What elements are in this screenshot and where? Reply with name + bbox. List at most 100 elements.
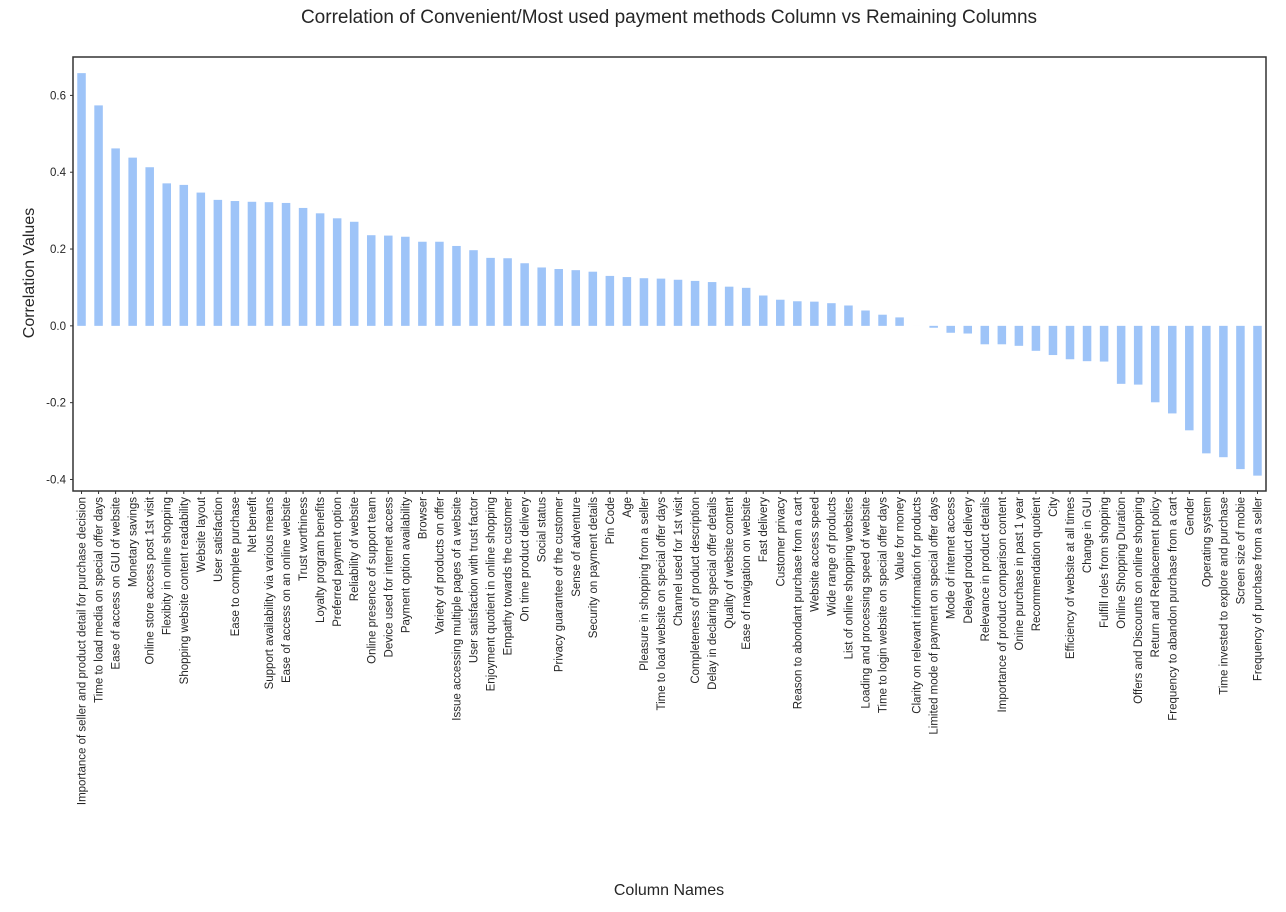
x-tick-label: Offers and Discounts on online shopping [1133, 497, 1145, 704]
bar [741, 287, 751, 326]
x-tick-label: Security on payment details [588, 497, 600, 639]
x-tick-label: Delayed product delivery [963, 497, 975, 624]
x-tick-label: User satisfaction with trust factor [469, 497, 481, 663]
bar [1116, 325, 1126, 384]
y-tick-label: 0.0 [50, 321, 66, 333]
bar [469, 250, 478, 326]
x-tick-label: Online presence of support team [366, 497, 378, 664]
x-tick-label: Online Shopping Duration [1116, 497, 1128, 629]
bar [997, 325, 1007, 345]
plot-frame [72, 56, 1267, 492]
x-tick-label: Ease of access on GUI of website [111, 497, 123, 670]
bar [264, 202, 274, 326]
x-tick-label: Enjoyment quotient in online shopping [486, 497, 498, 691]
x-tick-label: Fast delivery [758, 497, 770, 562]
x-tick-label: User satisfaction [213, 497, 225, 582]
bar [1065, 325, 1075, 360]
bar [878, 314, 887, 326]
bar [230, 201, 240, 326]
x-tick-label: Value for money [895, 497, 907, 580]
bar [162, 183, 171, 326]
x-tick-label: Ease of access on an online website [281, 497, 293, 683]
bar [827, 303, 836, 326]
bar [1236, 325, 1245, 470]
x-tick-label: Loading and processing speed of website [860, 497, 872, 709]
bar [895, 317, 904, 326]
x-tick-label: Monetary savings [128, 497, 140, 587]
bar [1082, 325, 1092, 362]
x-tick-label: Privacy guarantee of the customer [554, 497, 566, 672]
bar [1202, 325, 1211, 454]
x-tick-label: Payment option availability [400, 497, 412, 633]
bar [503, 258, 512, 326]
x-tick-label: Gender [1184, 497, 1196, 536]
bar [1014, 325, 1024, 346]
x-tick-label: Support availability via various means [264, 497, 276, 690]
bar [366, 235, 376, 326]
bar [418, 241, 427, 326]
bar [1253, 325, 1262, 476]
x-tick-label: Onine purchase in past 1 year [1014, 497, 1026, 651]
x-tick-label: Fulfill roles from shopping [1099, 497, 1111, 628]
x-tick-label: Online store access post 1st visit [145, 496, 157, 664]
bar [452, 245, 461, 326]
bar [94, 105, 103, 326]
x-tick-label: List of online shopping websites [843, 497, 855, 660]
bars-group [77, 73, 1262, 476]
bar [605, 275, 615, 326]
bar [332, 218, 342, 326]
x-tick-label: Delay in declaring special offer details [707, 497, 719, 690]
x-tick-label: On time product delivery [520, 497, 532, 622]
bar [1048, 325, 1058, 356]
x-axis-label: Column Names [614, 882, 724, 899]
bar [861, 310, 870, 326]
x-tick-label: Operating system [1201, 497, 1213, 587]
x-tick-label: Ease to complete purchase [230, 497, 242, 636]
x-tick-label: Recommendation quotient [1031, 496, 1043, 631]
bar [690, 280, 700, 326]
x-tick-label: Frequency of purchase from a seller [1252, 497, 1264, 681]
x-tick-label: Website layout [196, 496, 208, 572]
y-axis-label: Correlation Values [21, 208, 38, 338]
bar [656, 278, 666, 326]
x-tick-label: Variety of products on offer [434, 497, 446, 634]
bar [571, 270, 581, 326]
x-tick-label: Device used for internet access [383, 497, 395, 658]
bar [384, 235, 393, 326]
bar [946, 325, 955, 333]
bar [1133, 325, 1143, 385]
x-tick-label: Relevance in product details [980, 497, 992, 642]
x-tick-label: Customer privacy [775, 497, 787, 587]
bar [435, 241, 444, 326]
x-tick-label: Efficiency of website at all times [1065, 497, 1077, 659]
y-tick-labels: -0.4 -0.2 0.0 0.2 0.4 0.6 [46, 90, 73, 486]
x-tick-label: Sense of adventure [571, 497, 583, 597]
bar [111, 148, 120, 326]
bar [1168, 325, 1177, 414]
bar [349, 221, 359, 326]
x-tick-label: Preferred payment option [332, 497, 344, 627]
bar [77, 73, 86, 326]
bar [639, 278, 649, 326]
bar [145, 167, 154, 326]
bar [179, 184, 189, 326]
x-tick-label: Importance of product comparison content [997, 496, 1009, 712]
x-tick-label: Net benefit [247, 496, 259, 552]
bar [793, 301, 802, 326]
x-tick-label: Issue accessing multiple pages of a webs… [451, 497, 463, 721]
x-tick-label: Time to load website on special offer da… [656, 497, 668, 711]
x-tick-label: Wide range of products [826, 497, 838, 616]
bar [1150, 325, 1160, 403]
x-tick-labels: Importance of seller and product detail … [77, 491, 1264, 805]
bar [281, 202, 291, 326]
chart-title: Correlation of Convenient/Most used paym… [301, 7, 1037, 28]
x-tick-label: Time to load media on special offer days [94, 497, 106, 703]
x-tick-label: Age [622, 497, 634, 517]
bar [486, 257, 495, 326]
bar [520, 263, 529, 326]
x-tick-label: Completeness of product description [690, 497, 702, 684]
bar [298, 207, 308, 326]
bar [929, 325, 938, 328]
bar [980, 325, 990, 345]
bar [588, 271, 598, 326]
